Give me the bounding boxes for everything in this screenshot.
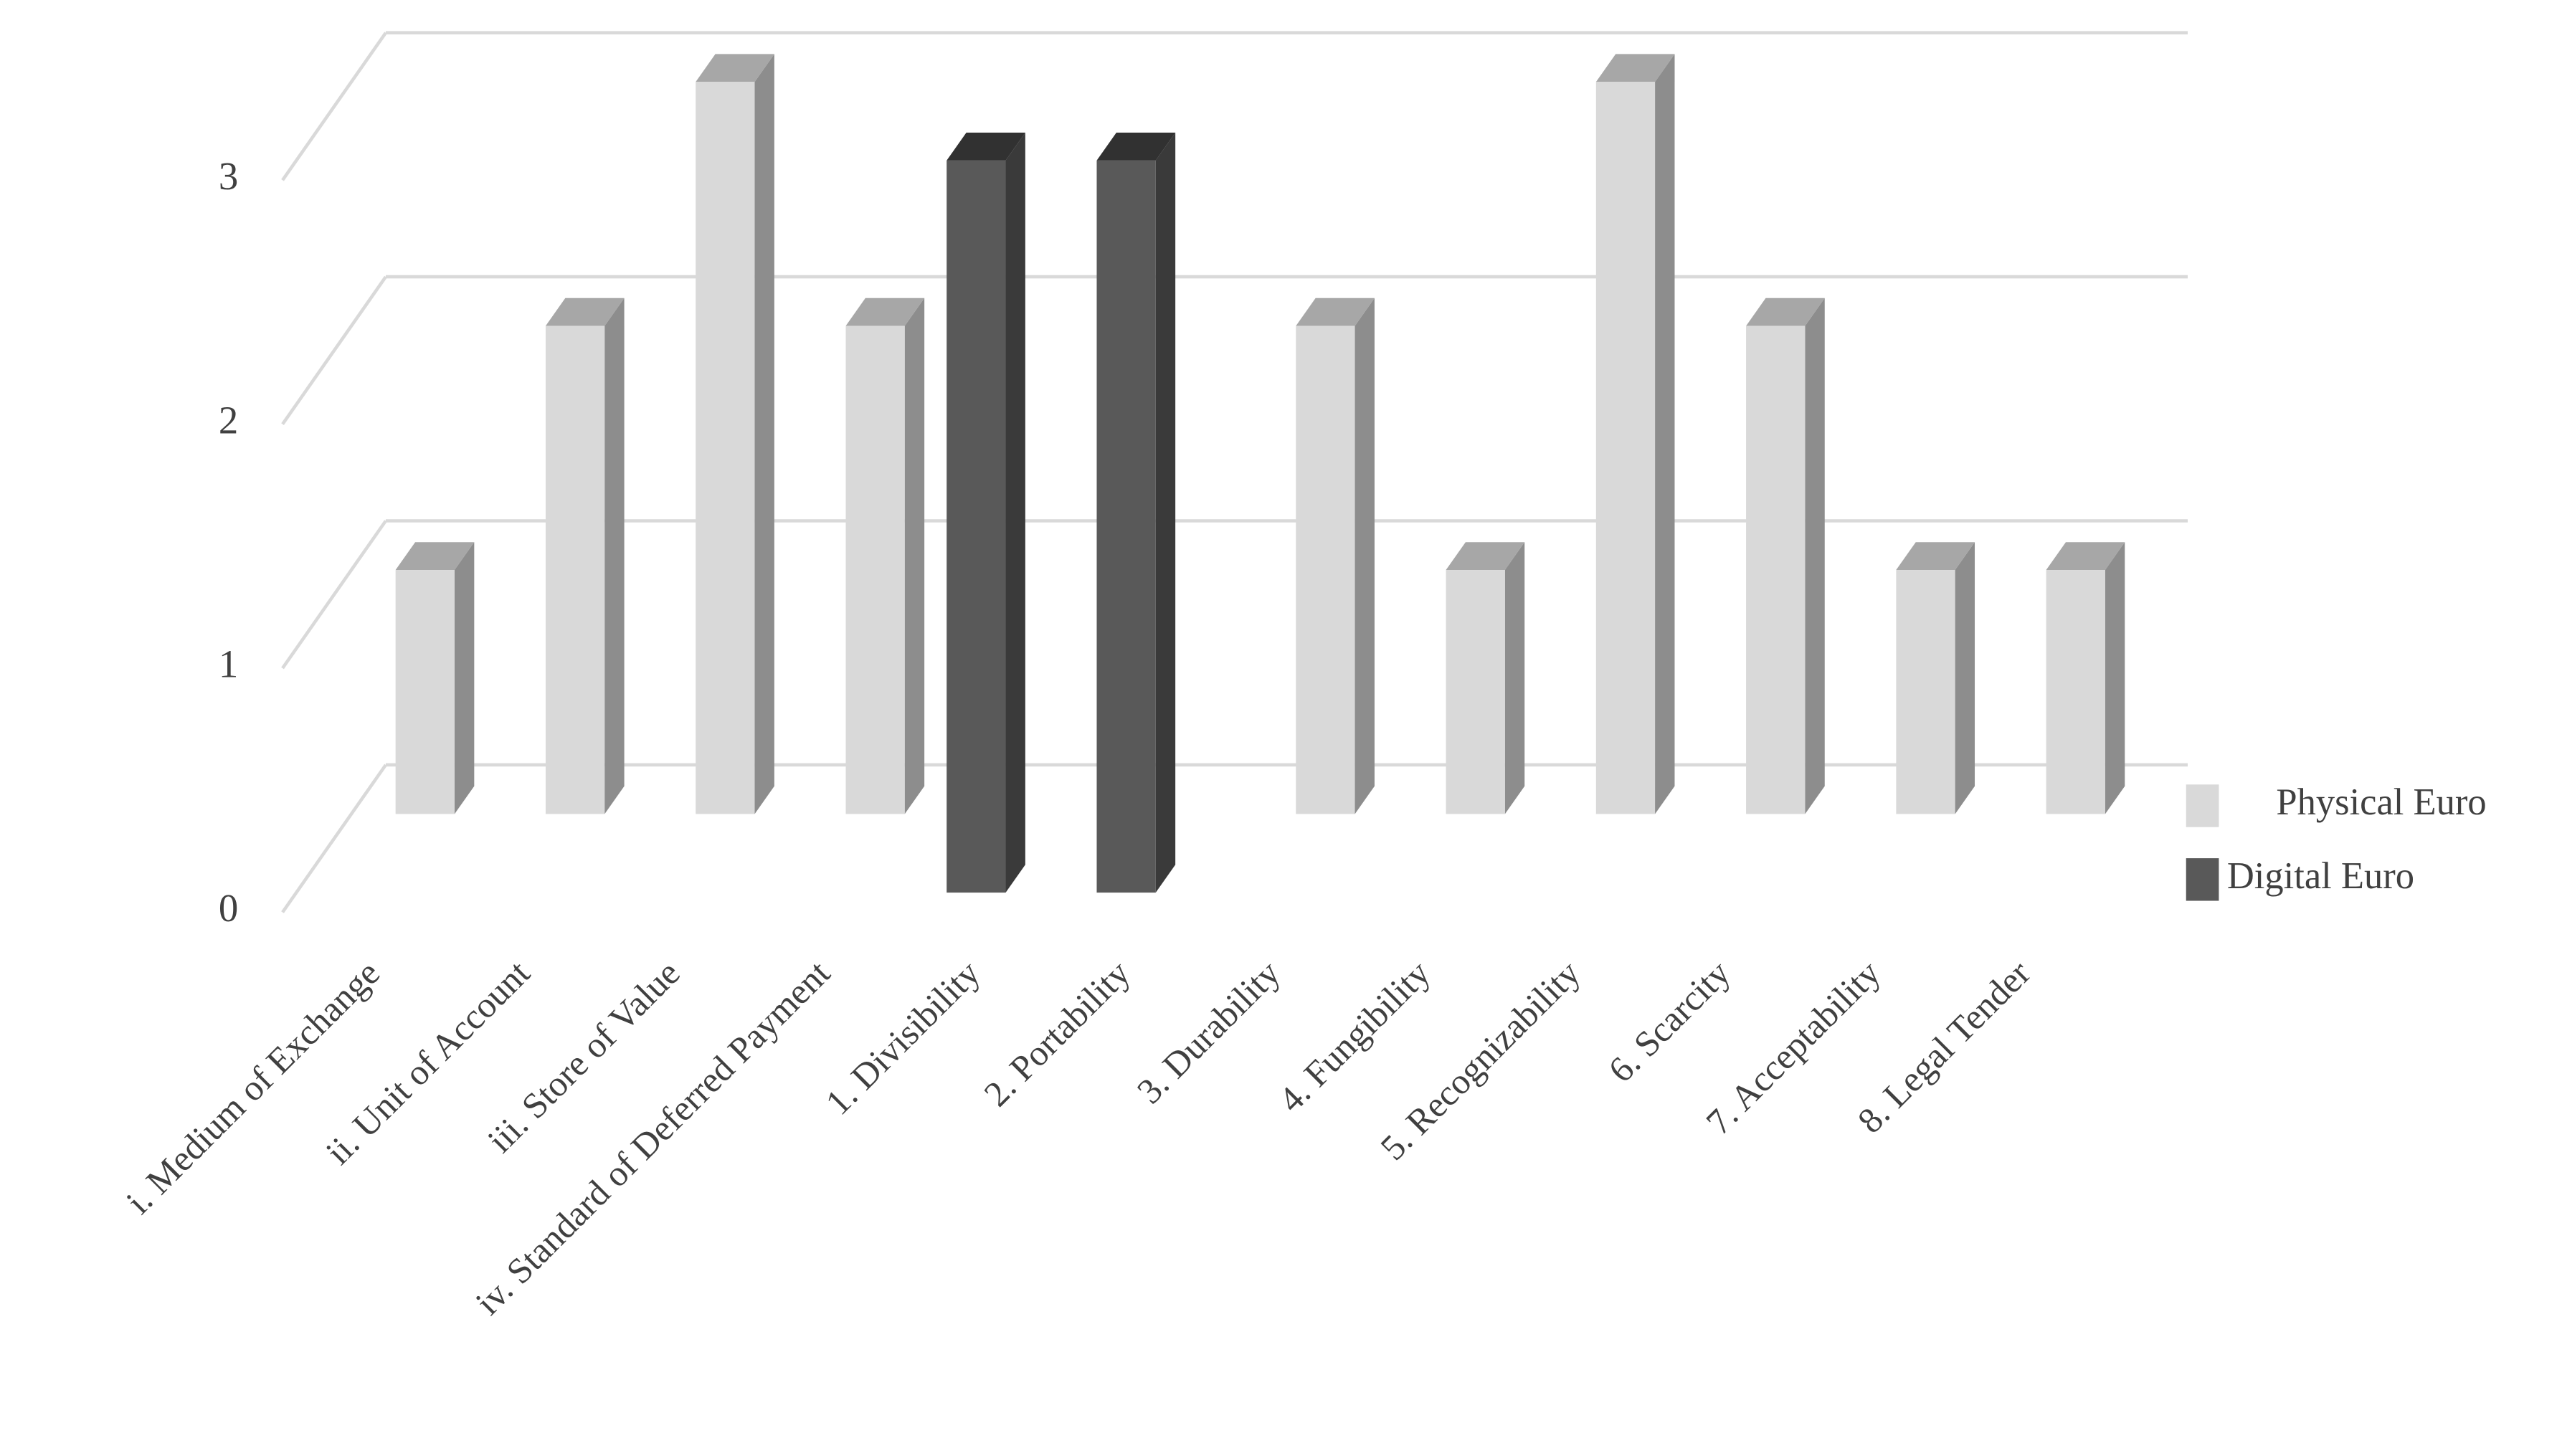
bar-side — [1354, 298, 1375, 814]
bar-side — [904, 298, 925, 814]
bar — [395, 542, 475, 814]
bar — [1296, 298, 1375, 814]
bar-top — [1296, 298, 1375, 326]
bar — [1595, 54, 1675, 814]
bar-front — [845, 325, 905, 814]
bar-side — [454, 542, 475, 814]
x-tick-label: 2. Portability — [976, 953, 1137, 1114]
legend-label: Physical Euro — [2276, 781, 2486, 823]
y-tick-label: 2 — [219, 398, 238, 442]
bar-front — [545, 325, 605, 814]
bar-top — [696, 54, 774, 82]
bar-top — [1595, 54, 1675, 82]
bar-top — [946, 133, 1025, 161]
bar — [1746, 298, 1825, 814]
bar — [696, 54, 774, 814]
legend-label: Digital Euro — [2227, 855, 2414, 897]
bar — [1446, 542, 1525, 814]
legend-swatch — [2186, 858, 2219, 901]
bar — [545, 298, 625, 814]
y-tick-label: 3 — [219, 154, 238, 198]
bar-front — [1746, 325, 1806, 814]
bar — [1896, 542, 1975, 814]
bar — [1096, 133, 1176, 893]
x-tick-label: 4. Fungibility — [1271, 953, 1438, 1120]
bar-side — [1955, 542, 1975, 814]
grid-line — [281, 32, 387, 181]
y-tick-label: 1 — [219, 642, 238, 686]
bar-top — [1446, 542, 1525, 571]
x-tick-label: 3. Durability — [1129, 953, 1288, 1111]
bar — [2046, 542, 2125, 814]
legend-swatch — [2186, 784, 2219, 827]
bar-top — [545, 298, 625, 326]
bar-top — [1896, 542, 1975, 571]
bar-front — [1096, 160, 1156, 893]
x-tick-label: 1. Divisibility — [817, 953, 987, 1123]
bar-side — [1155, 133, 1176, 893]
grid-line — [281, 275, 387, 426]
bar-side — [604, 298, 625, 814]
bar-side — [1504, 542, 1525, 814]
bar-side — [754, 54, 774, 814]
bar-front — [1595, 82, 1656, 814]
x-tick-label: i. Medium of Exchange — [118, 953, 387, 1222]
bar-front — [395, 570, 455, 814]
bar-front — [1896, 570, 1955, 814]
bar-side — [1005, 133, 1025, 893]
bar-top — [845, 298, 925, 326]
y-tick-label: 0 — [219, 886, 238, 930]
grid-line — [281, 763, 387, 913]
bar-front — [2046, 570, 2105, 814]
bar — [845, 298, 925, 814]
bar-front — [1446, 570, 1505, 814]
bar-top — [2046, 542, 2125, 571]
bar-front — [696, 82, 755, 814]
bar-front — [1296, 325, 1355, 814]
bar-top — [1096, 133, 1176, 161]
bar-side — [1805, 298, 1825, 814]
grid-line — [281, 520, 387, 670]
bar-top — [1746, 298, 1825, 326]
bar — [946, 133, 1025, 893]
bar-front — [946, 160, 1006, 893]
bar-side — [1655, 54, 1675, 814]
bar-side — [2105, 542, 2125, 814]
bar-top — [395, 542, 475, 571]
x-tick-label: 6. Scarcity — [1600, 953, 1738, 1090]
